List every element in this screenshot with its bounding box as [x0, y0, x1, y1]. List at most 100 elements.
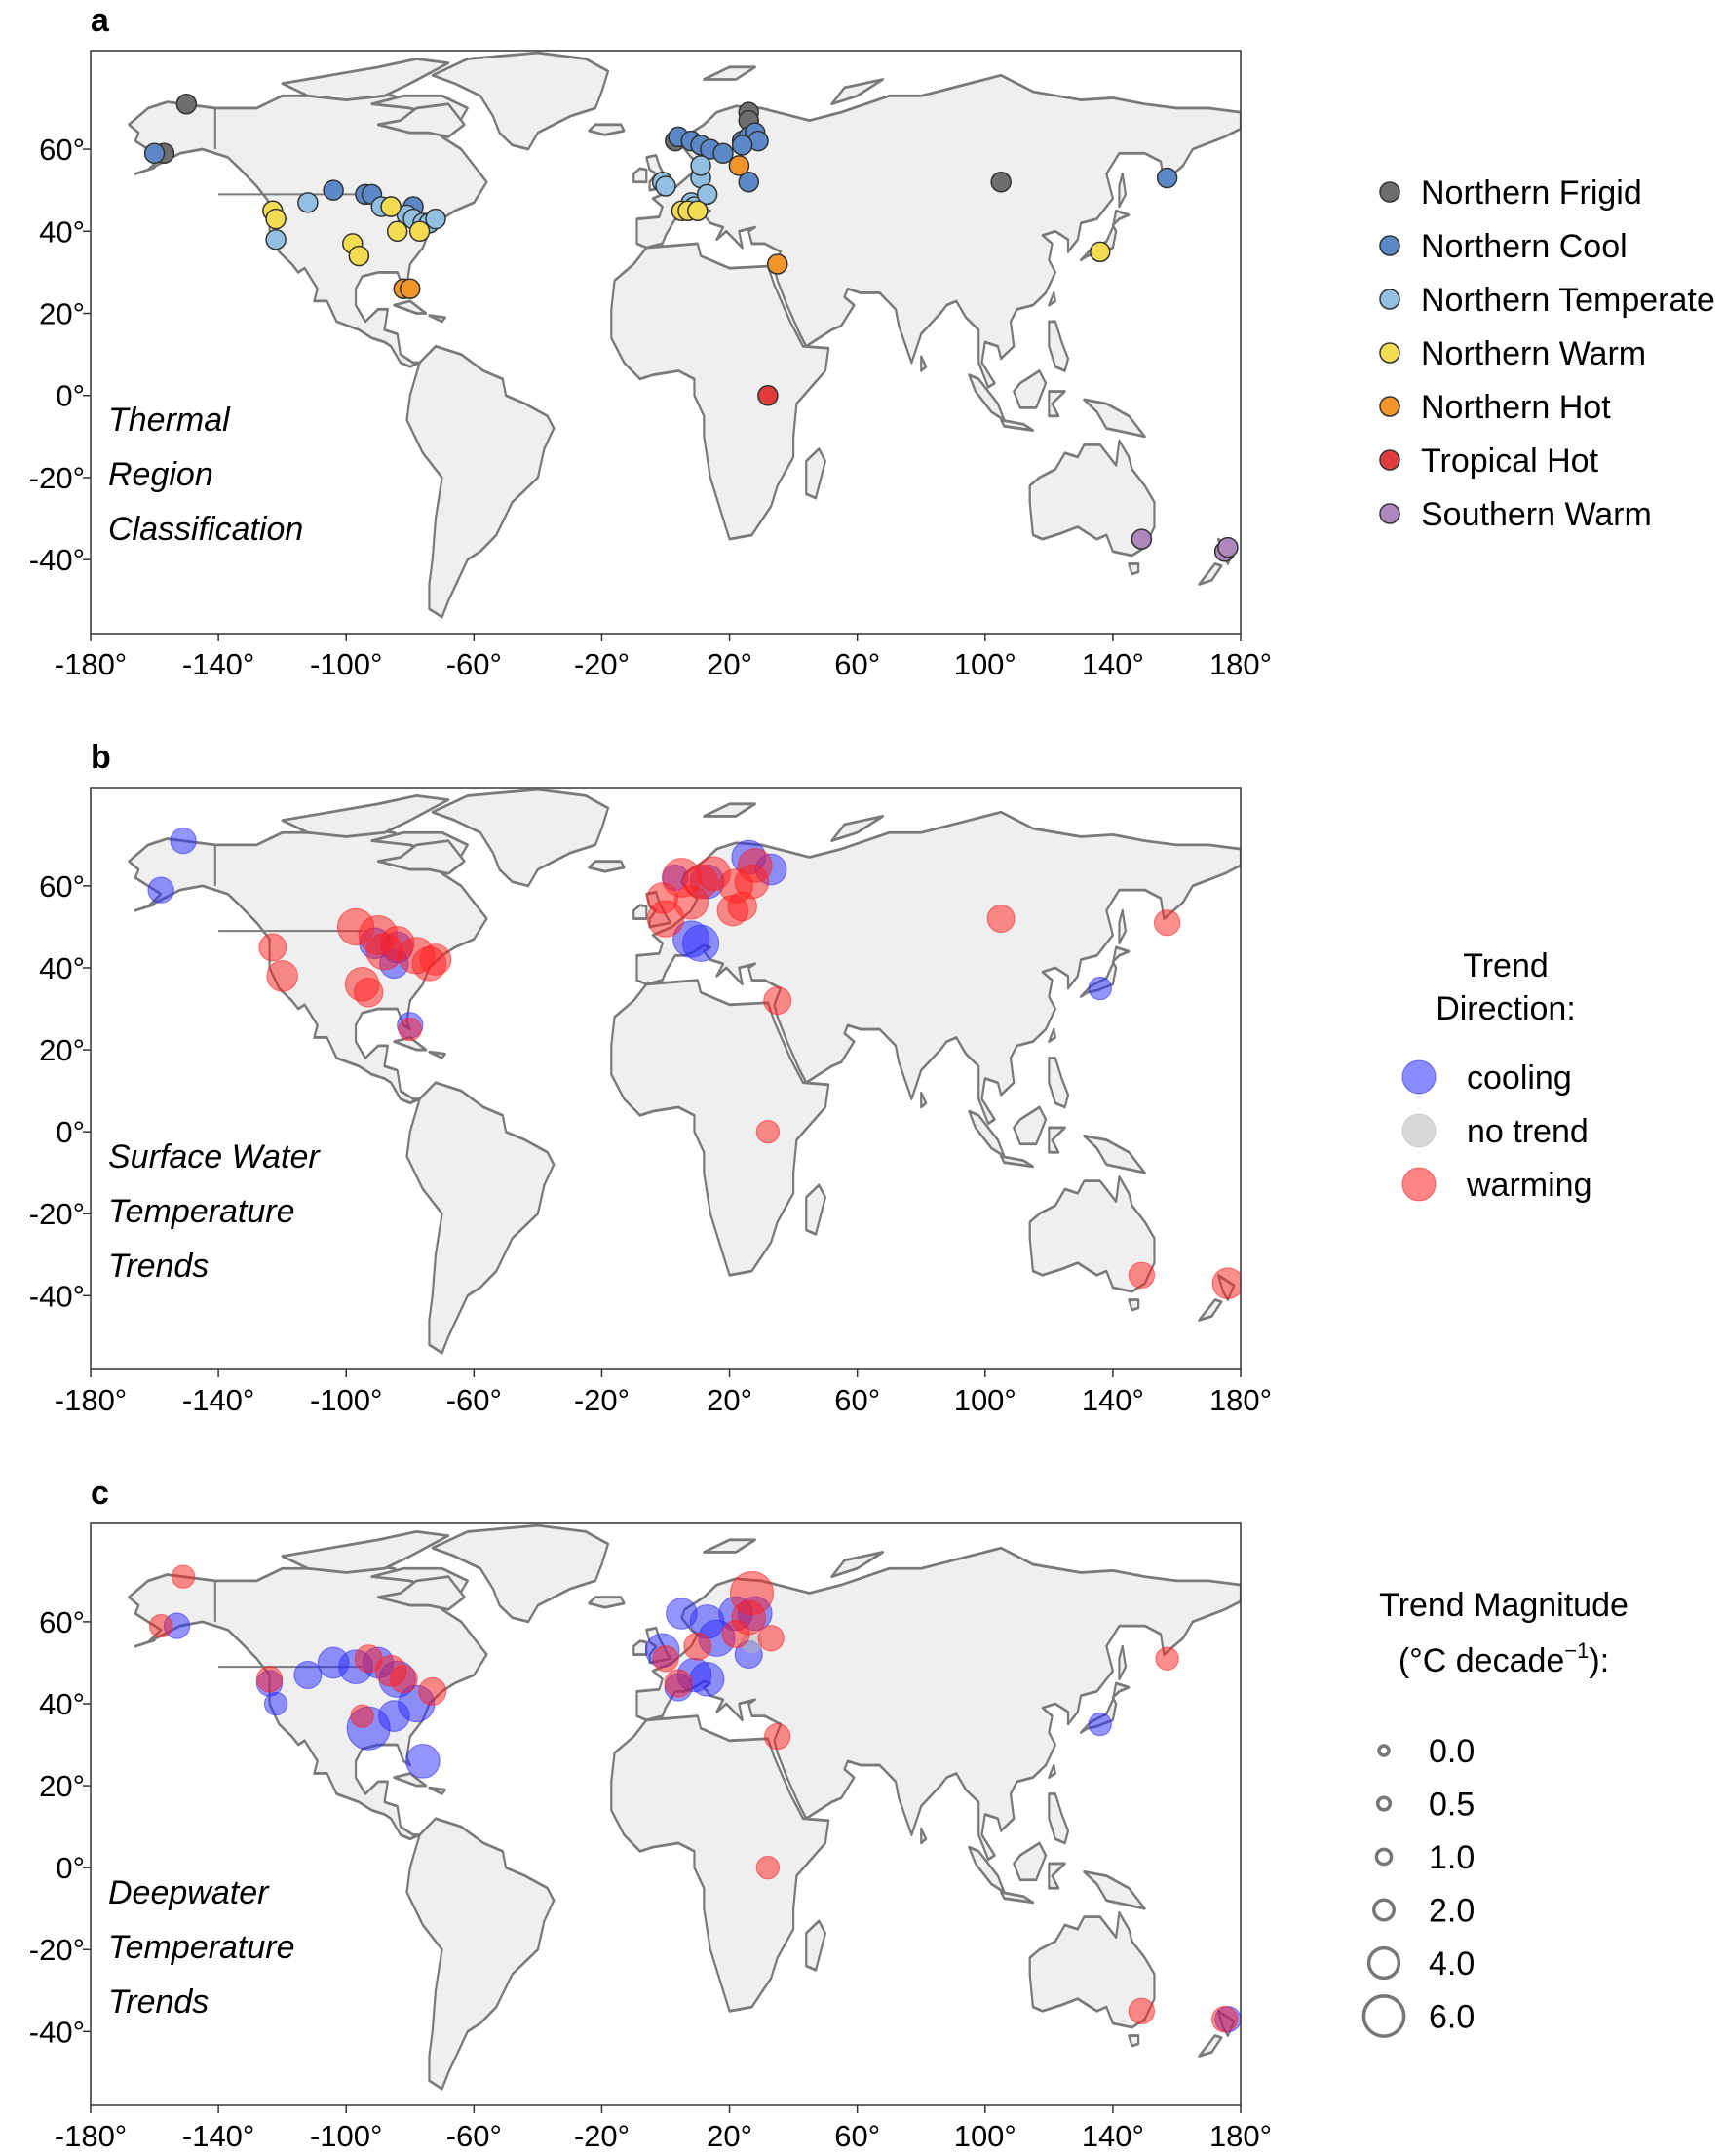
- x-tick-label: 100°: [954, 2119, 1016, 2153]
- legend-label: Tropical Hot: [1421, 443, 1599, 480]
- data-point: [405, 1744, 441, 1779]
- data-point: [1128, 1261, 1156, 1289]
- data-point: [255, 1666, 284, 1693]
- legend-marker: [1401, 1059, 1437, 1095]
- legend-title-line: Direction:: [1436, 990, 1576, 1027]
- data-point: [147, 876, 174, 904]
- legend-marker: [1379, 396, 1400, 417]
- map-area: [91, 788, 1241, 1369]
- data-point: [1156, 167, 1178, 189]
- data-point: [418, 1676, 447, 1706]
- data-point: [419, 943, 452, 976]
- legend: Trend Magnitude (°C decade−1): 0.0 0.5 1.0 2.…: [1361, 1587, 1629, 2038]
- x-tick-label: -20°: [574, 2119, 630, 2153]
- data-points: [148, 1564, 1241, 2033]
- data-point: [1131, 528, 1153, 550]
- data-point: [681, 924, 720, 962]
- y-tick-label: 40°: [39, 214, 85, 249]
- x-tick-label: -60°: [446, 2119, 502, 2153]
- x-tick-label: 180°: [1209, 647, 1272, 681]
- x-tick-label: 100°: [954, 1383, 1016, 1417]
- y-tick-label: 60°: [39, 133, 85, 167]
- legend-label: no trend: [1467, 1113, 1589, 1150]
- legend-label: cooling: [1467, 1059, 1572, 1097]
- legend-marker: [1372, 1898, 1396, 1922]
- legend-label: 0.5: [1429, 1787, 1475, 1824]
- data-point: [727, 891, 757, 922]
- data-point: [170, 827, 197, 855]
- data-point: [258, 933, 288, 962]
- data-point: [143, 142, 166, 165]
- data-point: [755, 1855, 781, 1880]
- y-tick-label: 20°: [39, 1769, 85, 1803]
- map-title-line: Temperature: [108, 1929, 295, 1966]
- legend-marker: [1375, 1795, 1393, 1812]
- legend-label: Northern Warm: [1421, 335, 1646, 372]
- x-tick-label: -60°: [446, 1383, 502, 1417]
- data-point: [687, 200, 709, 221]
- data-point: [652, 1645, 679, 1673]
- axes-frame: [90, 787, 1242, 1370]
- y-tick-label: 0°: [56, 379, 85, 413]
- y-tick-label: -20°: [29, 1933, 85, 1967]
- data-point: [408, 220, 431, 243]
- data-point: [386, 220, 408, 243]
- x-tick-label: 60°: [834, 2119, 880, 2153]
- y-tick-label: -40°: [29, 2015, 85, 2049]
- data-point: [689, 1661, 725, 1697]
- y-tick-label: -20°: [29, 1197, 85, 1231]
- panel-letter: c: [91, 1475, 109, 1512]
- y-tick-label: 20°: [39, 1033, 85, 1067]
- y-tick-label: -40°: [29, 1279, 85, 1313]
- data-point: [175, 93, 198, 115]
- data-point: [986, 905, 1016, 934]
- data-point: [712, 142, 734, 165]
- y-tick-label: 20°: [39, 297, 85, 331]
- x-tick-label: 20°: [707, 2119, 752, 2153]
- x-tick-label: -60°: [446, 647, 502, 681]
- data-point: [265, 208, 287, 230]
- data-point: [728, 155, 750, 176]
- legend-marker: [1379, 449, 1400, 471]
- y-tick-label: -20°: [29, 461, 85, 495]
- x-tick-label: 60°: [834, 1383, 880, 1417]
- axes-frame: [90, 1522, 1242, 2106]
- data-points: [147, 827, 1241, 1300]
- y-tick-label: 40°: [39, 951, 85, 985]
- panels: a -180° -140° -100° -60° -20° 20° 60° 100° 140° 18…: [29, 2, 1715, 2153]
- data-point: [380, 196, 402, 217]
- legend-label: Southern Warm: [1421, 496, 1652, 533]
- x-tick-label: -180°: [55, 1383, 127, 1417]
- legend-marker: [1379, 235, 1400, 256]
- data-point: [696, 183, 718, 206]
- data-point: [766, 253, 788, 275]
- data-point: [1153, 909, 1181, 937]
- map-area: [91, 1523, 1241, 2105]
- x-tick-label: 140°: [1082, 1383, 1144, 1417]
- x-tick-label: -140°: [182, 2119, 254, 2153]
- legend-label: Northern Frigid: [1421, 174, 1642, 212]
- x-tick-label: -20°: [574, 1383, 630, 1417]
- panel-c: c -180° -140° -100° -60° -20° 20° 60° 100° 140° 18…: [29, 1475, 1629, 2153]
- data-point: [353, 977, 384, 1008]
- panel-b: b -180° -140° -100° -60° -20° 20° 60° 100° 140° 18…: [29, 739, 1592, 1417]
- data-point: [348, 245, 370, 267]
- legend-label: 1.0: [1429, 1839, 1475, 1876]
- map-title-line: Thermal: [108, 402, 231, 439]
- data-point: [297, 192, 319, 213]
- map-area: [91, 51, 1241, 634]
- legend-label: 4.0: [1429, 1945, 1475, 1983]
- data-point: [1155, 1646, 1179, 1671]
- y-tick-label: 0°: [56, 1115, 85, 1149]
- data-point: [655, 175, 676, 197]
- panel-letter: a: [91, 2, 110, 39]
- data-point: [148, 1613, 173, 1638]
- data-point: [737, 848, 773, 883]
- data-point: [990, 172, 1012, 193]
- x-tick-label: -20°: [574, 647, 630, 681]
- data-point: [721, 1620, 750, 1649]
- data-point: [1088, 1712, 1112, 1737]
- legend-label: Northern Temperate: [1421, 282, 1715, 319]
- x-tick-label: 100°: [954, 647, 1016, 681]
- y-tick-label: 60°: [39, 1605, 85, 1639]
